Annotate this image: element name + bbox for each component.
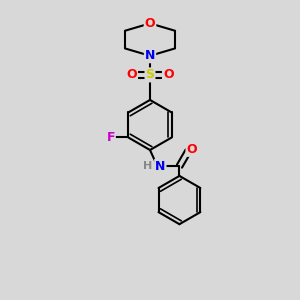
Text: F: F (106, 131, 115, 144)
Text: O: O (187, 143, 197, 156)
Text: O: O (145, 17, 155, 30)
Text: S: S (146, 68, 154, 81)
Text: O: O (126, 68, 137, 81)
Text: N: N (155, 160, 166, 173)
Text: O: O (163, 68, 174, 81)
Text: N: N (145, 49, 155, 62)
Text: H: H (143, 161, 153, 171)
